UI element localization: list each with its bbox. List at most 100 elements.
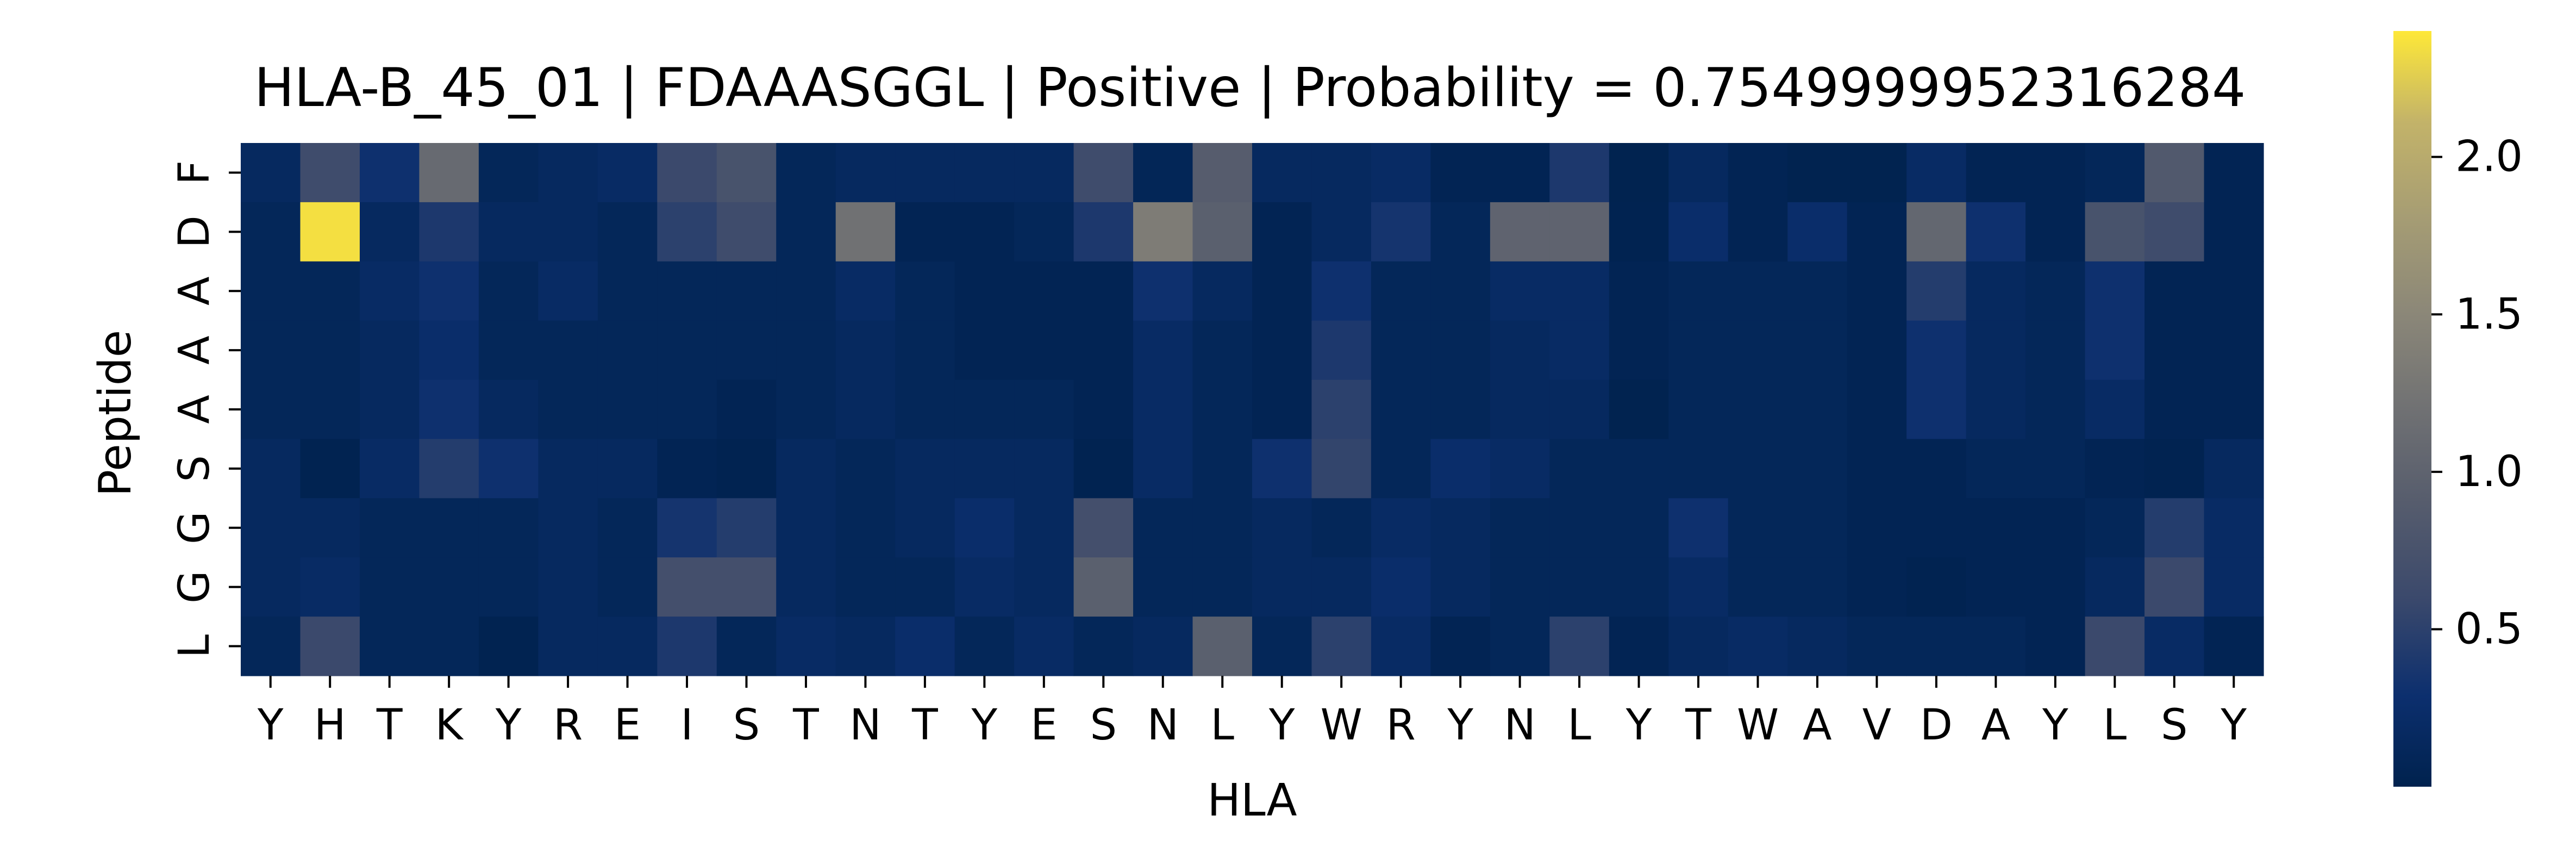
heatmap-cell bbox=[419, 557, 479, 617]
heatmap-cell bbox=[895, 261, 955, 321]
heatmap-cell bbox=[538, 320, 598, 381]
heatmap-cell bbox=[2204, 498, 2264, 558]
heatmap-cell bbox=[1906, 202, 1967, 262]
heatmap-cell bbox=[1490, 202, 1550, 262]
heatmap-cell bbox=[538, 439, 598, 499]
heatmap-cell bbox=[1252, 439, 1312, 499]
heatmap-cell bbox=[1073, 379, 1134, 440]
heatmap-cell bbox=[1728, 557, 1788, 617]
heatmap-cell bbox=[1252, 320, 1312, 381]
heatmap-cell bbox=[1073, 557, 1134, 617]
heatmap-cell bbox=[1371, 143, 1431, 203]
heatmap-cell bbox=[300, 617, 360, 676]
heatmap-cell bbox=[1668, 498, 1729, 558]
heatmap-cell bbox=[241, 320, 301, 381]
heatmap-cell bbox=[1787, 498, 1848, 558]
heatmap-cell bbox=[1073, 439, 1134, 499]
heatmap-cell bbox=[2204, 617, 2264, 676]
heatmap-cell bbox=[2204, 261, 2264, 321]
heatmap-cell bbox=[716, 143, 777, 203]
heatmap-cell bbox=[2204, 379, 2264, 440]
heatmap-cell bbox=[895, 143, 955, 203]
heatmap-cell bbox=[1609, 202, 1669, 262]
x-tick-label: T bbox=[911, 701, 938, 750]
heatmap-cell bbox=[359, 557, 420, 617]
heatmap-cell bbox=[597, 202, 658, 262]
heatmap-cell bbox=[1252, 617, 1312, 676]
heatmap-cell bbox=[1073, 202, 1134, 262]
heatmap-cell bbox=[2144, 498, 2205, 558]
heatmap-cell bbox=[478, 557, 539, 617]
x-tick-label: Y bbox=[257, 701, 284, 750]
x-tick-label: S bbox=[1090, 701, 1117, 750]
heatmap-cell bbox=[2144, 261, 2205, 321]
heatmap-cell bbox=[1311, 202, 1372, 262]
heatmap-cell bbox=[954, 202, 1015, 262]
heatmap-cell bbox=[478, 143, 539, 203]
heatmap-cell bbox=[597, 320, 658, 381]
y-tick-label: G bbox=[170, 512, 219, 544]
heatmap-cell bbox=[1728, 202, 1788, 262]
x-tick-label: A bbox=[1803, 701, 1831, 750]
heatmap-cell bbox=[954, 379, 1015, 440]
colorbar bbox=[2393, 31, 2431, 787]
heatmap-cell bbox=[1430, 202, 1491, 262]
heatmap-cell bbox=[716, 498, 777, 558]
heatmap-cell bbox=[1549, 439, 1610, 499]
colorbar-tick-label: 1.0 bbox=[2455, 447, 2523, 496]
heatmap-cell bbox=[954, 557, 1015, 617]
heatmap-cell bbox=[1609, 498, 1669, 558]
heatmap-cell bbox=[1609, 557, 1669, 617]
heatmap-cell bbox=[478, 439, 539, 499]
heatmap-cell bbox=[1014, 261, 1074, 321]
heatmap-cell bbox=[776, 261, 836, 321]
heatmap-cell bbox=[2025, 143, 2086, 203]
heatmap-cell bbox=[1133, 498, 1193, 558]
heatmap-cell bbox=[300, 261, 360, 321]
heatmap-cell bbox=[419, 379, 479, 440]
colorbar-tick-label: 2.0 bbox=[2455, 133, 2523, 182]
heatmap-cell bbox=[1252, 498, 1312, 558]
heatmap-cell bbox=[1371, 261, 1431, 321]
heatmap-cell bbox=[1490, 498, 1550, 558]
heatmap-cell bbox=[538, 143, 598, 203]
heatmap-cell bbox=[835, 379, 896, 440]
heatmap-cell bbox=[657, 202, 717, 262]
chart-title: HLA-B_45_01 | FDAAASGGL | Positive | Pro… bbox=[254, 57, 2246, 119]
x-tick-label: H bbox=[314, 701, 346, 750]
heatmap-cell bbox=[419, 617, 479, 676]
heatmap-cell bbox=[597, 617, 658, 676]
heatmap-cell bbox=[1847, 261, 1907, 321]
heatmap-cell bbox=[1906, 143, 1967, 203]
heatmap-cell bbox=[241, 439, 301, 499]
heatmap-cell bbox=[300, 557, 360, 617]
heatmap-cell bbox=[657, 143, 717, 203]
heatmap-cell bbox=[716, 202, 777, 262]
heatmap-cell bbox=[359, 320, 420, 381]
heatmap-cell bbox=[835, 617, 896, 676]
heatmap-cell bbox=[1311, 617, 1372, 676]
heatmap-cell bbox=[954, 617, 1015, 676]
heatmap-cell bbox=[2085, 143, 2145, 203]
heatmap-cell bbox=[1490, 143, 1550, 203]
heatmap-cell bbox=[241, 261, 301, 321]
heatmap-cell bbox=[835, 143, 896, 203]
x-tick-label: Y bbox=[1268, 701, 1295, 750]
heatmap-cell bbox=[1668, 617, 1729, 676]
y-tick-label: G bbox=[170, 570, 219, 603]
heatmap-cell bbox=[657, 617, 717, 676]
heatmap-cell bbox=[1311, 320, 1372, 381]
heatmap-cell bbox=[241, 617, 301, 676]
heatmap-cell bbox=[2025, 261, 2086, 321]
heatmap-cell bbox=[716, 557, 777, 617]
heatmap-cell bbox=[1252, 379, 1312, 440]
heatmap-cell bbox=[1847, 202, 1907, 262]
x-tick-label: T bbox=[1685, 701, 1711, 750]
heatmap-cell bbox=[1728, 498, 1788, 558]
heatmap-cell bbox=[597, 498, 658, 558]
heatmap-cell bbox=[1073, 143, 1134, 203]
heatmap-cell bbox=[954, 320, 1015, 381]
heatmap-cell bbox=[538, 379, 598, 440]
y-axis-ticks: FDAAASGGL bbox=[170, 160, 241, 658]
heatmap-cell bbox=[300, 498, 360, 558]
